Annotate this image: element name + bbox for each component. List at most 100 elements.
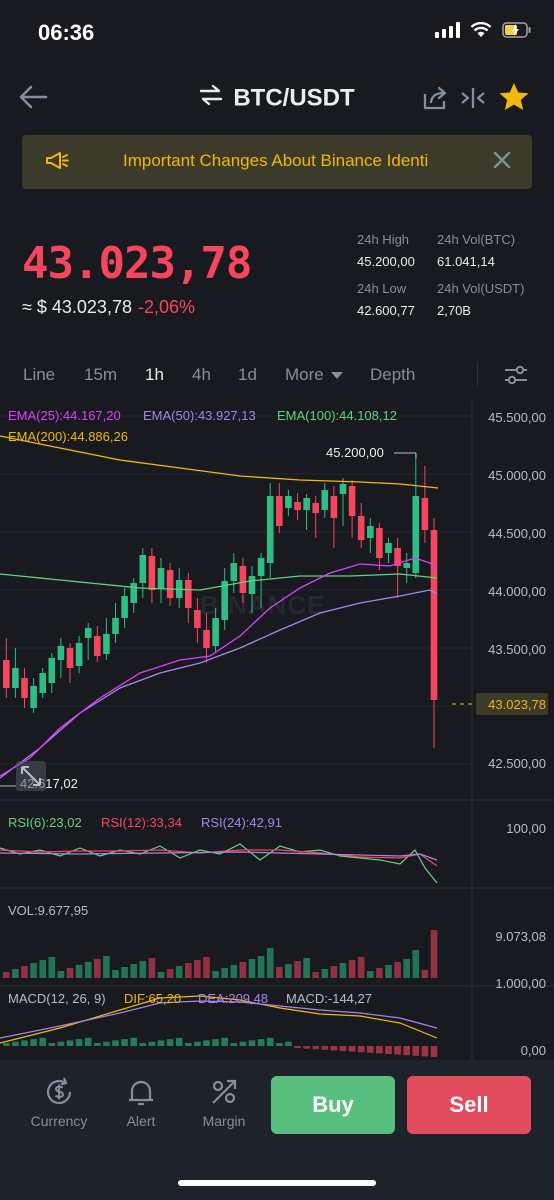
nav-margin-label: Margin (202, 1113, 246, 1129)
volume-bar (166, 969, 174, 978)
macd-bar (276, 1043, 283, 1046)
macd-bar (394, 1046, 401, 1055)
volume-bar (148, 958, 156, 978)
macd-value-label: MACD:-144,27 (286, 991, 372, 1006)
nav-alert-label: Alert (126, 1113, 156, 1129)
candle-body (21, 678, 28, 698)
volume-bar (21, 966, 28, 978)
percent-icon (212, 1079, 237, 1104)
swap-icon[interactable] (199, 84, 223, 113)
ema50-label: EMA(50):43.927,13 (143, 408, 256, 423)
candle-body (257, 558, 265, 576)
volume-bar (39, 960, 46, 978)
tab-more-label: More (285, 365, 324, 384)
volume-bar (394, 962, 401, 978)
megaphone-icon (46, 152, 69, 169)
macd-axis-label: 0,00 (520, 1043, 546, 1058)
price-axis-label: 42.500,00 (488, 756, 546, 771)
volume-bar (103, 956, 110, 978)
share-icon[interactable] (420, 84, 450, 112)
macd-bar (367, 1046, 374, 1053)
macd-bar (357, 1046, 365, 1053)
macd-bar (339, 1046, 347, 1051)
volume-bar (94, 959, 101, 978)
volume-bar (121, 967, 128, 978)
vol-btc-value: 61.041,14 (437, 254, 495, 269)
macd-bar (175, 1037, 183, 1046)
fullscreen-button[interactable] (16, 761, 46, 791)
low-label: 24h Low (357, 281, 407, 296)
nav-currency[interactable]: Currency (24, 1075, 94, 1129)
tab-1h[interactable]: 1h (145, 365, 164, 384)
tab-15m[interactable]: 15m (84, 365, 118, 384)
volume-bar (430, 930, 438, 978)
candle-body (230, 563, 238, 581)
candle-body (339, 484, 347, 494)
rsi12-label: RSI(12):33,34 (101, 815, 182, 830)
macd-bar (103, 1041, 110, 1046)
dea-label: DEA:209,48 (198, 991, 269, 1006)
candle-body (312, 503, 319, 513)
banner-text[interactable]: Important Changes About Binance Identi (123, 151, 429, 170)
bell-icon (129, 1080, 153, 1106)
candle-body (203, 630, 210, 648)
ema25-line (0, 557, 438, 777)
macd-bar (257, 1039, 265, 1046)
nav-alert[interactable]: Alert (106, 1075, 176, 1129)
candle-body (66, 648, 74, 668)
sell-button[interactable]: Sell (407, 1076, 531, 1134)
candlestick-chart[interactable] (0, 398, 554, 1060)
macd-bar (194, 1041, 201, 1046)
macd-bar (3, 1043, 10, 1046)
announcement-banner[interactable] (22, 135, 532, 189)
macd-bar (303, 1046, 310, 1049)
watermark: BINANCE (200, 590, 326, 620)
tab-1d[interactable]: 1d (238, 365, 257, 384)
favorite-star-icon[interactable] (498, 82, 530, 112)
macd-bar (112, 1040, 119, 1046)
macd-bar (230, 1043, 238, 1046)
nav-margin[interactable]: Margin (189, 1075, 259, 1129)
candle-body (330, 496, 338, 518)
tab-divider (477, 362, 478, 386)
volume-bar (385, 965, 392, 978)
volume-bar (12, 969, 19, 978)
volume-bar (239, 962, 247, 978)
volume-bar (130, 964, 137, 978)
tab-depth[interactable]: Depth (370, 365, 416, 384)
candle-body (376, 528, 383, 558)
pair-title[interactable]: BTC/USDT (0, 84, 554, 113)
macd-bar (148, 1041, 156, 1046)
macd-bar (421, 1046, 429, 1057)
volume-bar (84, 962, 92, 978)
high-marker-label: 45.200,00 (326, 445, 384, 460)
volume-bar (185, 963, 192, 978)
tab-more[interactable]: More (285, 365, 344, 385)
candle-body (148, 556, 156, 590)
rsi6-line (0, 843, 438, 884)
candle-body (57, 646, 65, 660)
volume-bar (221, 968, 228, 978)
macd-bar (121, 1039, 128, 1046)
rsi24-label: RSI(24):42,91 (201, 815, 282, 830)
back-arrow-icon[interactable] (16, 82, 50, 112)
macd-bar (75, 1039, 83, 1046)
candle-body (30, 686, 37, 708)
buy-button[interactable]: Buy (271, 1076, 395, 1134)
chart-settings-icon[interactable] (503, 364, 529, 386)
tab-line[interactable]: Line (23, 365, 56, 384)
candle-body (412, 496, 420, 573)
current-price-tag (476, 693, 548, 715)
candle-body (248, 576, 256, 594)
macd-bar (94, 1043, 101, 1046)
candle-body (294, 502, 301, 510)
rsi6-label: RSI(6):23,02 (8, 815, 82, 830)
volume-bar (48, 957, 56, 978)
tab-4h[interactable]: 4h (192, 365, 211, 384)
expand-icon (21, 766, 41, 786)
close-icon[interactable] (492, 150, 512, 170)
compare-icon[interactable] (458, 84, 488, 112)
dif-label: DIF:65,20 (124, 991, 182, 1006)
candle-body (12, 668, 19, 688)
macd-bar (12, 1041, 19, 1046)
